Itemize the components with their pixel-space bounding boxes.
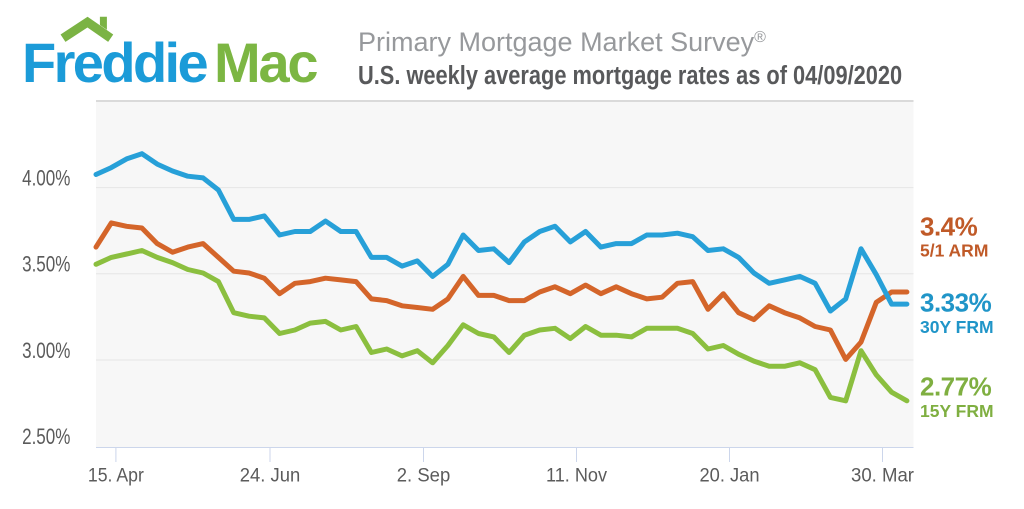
svg-text:3.4%: 3.4% [920, 211, 978, 241]
svg-text:5/1 ARM: 5/1 ARM [920, 240, 988, 260]
svg-text:20. Jan: 20. Jan [700, 465, 760, 487]
svg-text:11. Nov: 11. Nov [546, 465, 607, 487]
svg-text:2.50%: 2.50% [22, 424, 70, 449]
svg-text:2. Sep: 2. Sep [397, 465, 451, 487]
svg-text:Mac: Mac [214, 31, 317, 94]
svg-text:4.00%: 4.00% [22, 165, 70, 190]
svg-text:15. Apr: 15. Apr [88, 465, 144, 487]
svg-text:2.77%: 2.77% [920, 371, 992, 401]
svg-text:3.50%: 3.50% [22, 252, 70, 277]
svg-text:15Y FRM: 15Y FRM [920, 401, 994, 421]
svg-text:3.33%: 3.33% [920, 287, 992, 317]
svg-text:30Y FRM: 30Y FRM [920, 317, 994, 337]
svg-text:3.00%: 3.00% [22, 338, 70, 363]
svg-text:30. Mar: 30. Mar [851, 465, 914, 487]
svg-text:24. Jun: 24. Jun [240, 465, 301, 487]
svg-text:Freddie: Freddie [22, 31, 208, 94]
